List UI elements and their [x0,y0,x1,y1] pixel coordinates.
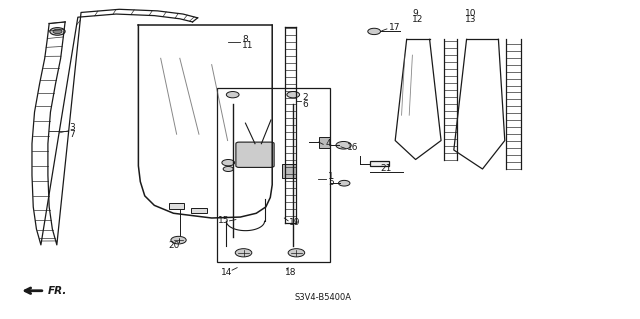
Bar [169,203,184,209]
Text: 10: 10 [465,9,477,18]
Text: 3: 3 [70,123,76,132]
Circle shape [223,167,234,172]
Circle shape [288,249,305,257]
Circle shape [339,180,350,186]
Text: 5: 5 [328,178,334,187]
Circle shape [50,28,65,35]
Circle shape [222,160,235,166]
Circle shape [236,249,252,257]
Circle shape [368,28,381,34]
Text: 16: 16 [347,143,358,152]
Text: 18: 18 [285,268,296,277]
FancyBboxPatch shape [236,142,274,167]
Bar [191,208,207,213]
Circle shape [227,92,239,98]
Text: 8: 8 [243,35,248,44]
Text: 6: 6 [303,100,308,109]
Circle shape [171,236,186,244]
Circle shape [53,29,62,33]
Text: 13: 13 [465,15,477,24]
Text: 2: 2 [303,93,308,102]
Text: 11: 11 [243,41,253,50]
Text: 21: 21 [380,165,391,174]
Text: S3V4-B5400A: S3V4-B5400A [294,293,351,301]
Text: 12: 12 [412,15,424,24]
Circle shape [287,92,300,98]
Text: 17: 17 [389,23,401,32]
Bar [370,161,389,167]
Bar [217,88,330,262]
Text: 1: 1 [328,172,334,181]
Text: 19: 19 [289,218,301,226]
Text: 4: 4 [325,138,331,148]
Text: 15: 15 [218,216,230,225]
Text: 9: 9 [412,9,418,18]
Text: FR.: FR. [48,286,67,296]
Text: 14: 14 [221,268,232,277]
Circle shape [336,141,351,149]
Text: 20: 20 [168,241,180,250]
Bar [282,164,296,178]
Bar [319,137,330,148]
Text: 7: 7 [70,130,76,139]
